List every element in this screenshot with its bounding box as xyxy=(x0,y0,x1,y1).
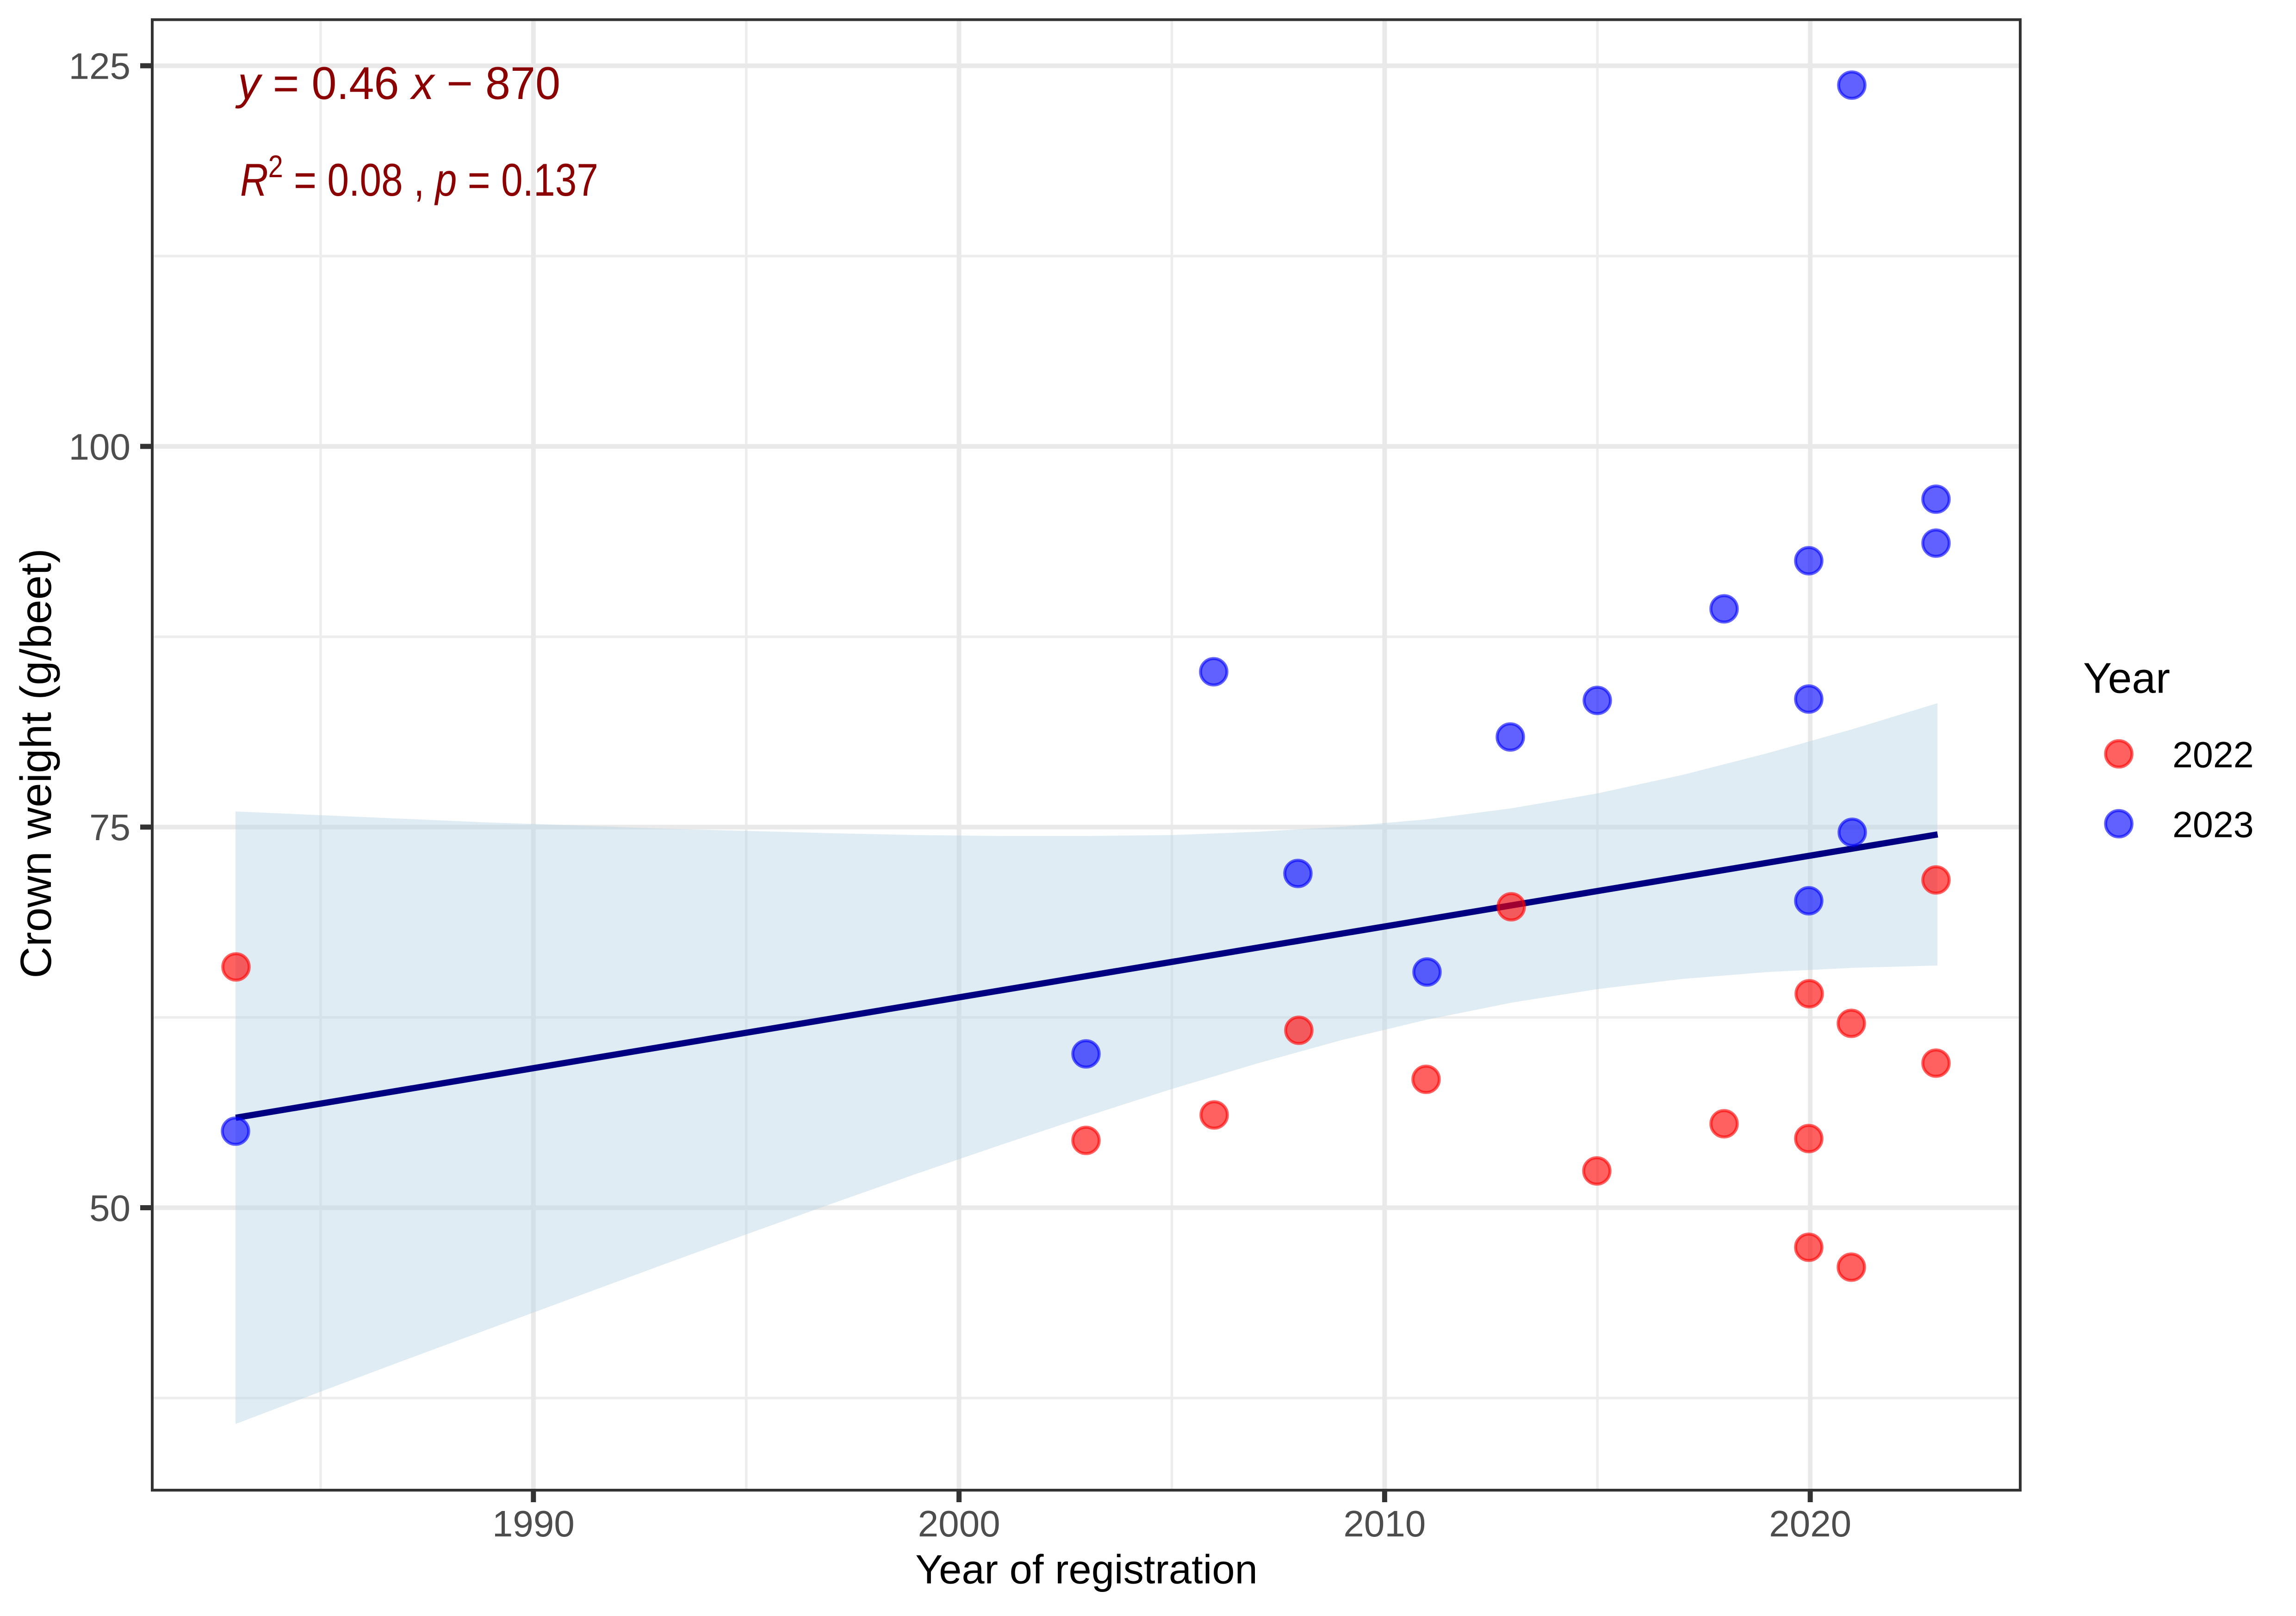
svg-text:100: 100 xyxy=(69,426,130,467)
svg-text:125: 125 xyxy=(69,46,130,87)
svg-text:1990: 1990 xyxy=(492,1503,575,1544)
svg-text:y = 0.46 x − 870: y = 0.46 x − 870 xyxy=(235,57,560,109)
svg-text:2010: 2010 xyxy=(1343,1503,1426,1544)
svg-text:2023: 2023 xyxy=(2172,804,2254,845)
svg-text:75: 75 xyxy=(89,807,130,848)
svg-text:2020: 2020 xyxy=(1769,1503,1851,1544)
svg-text:50: 50 xyxy=(89,1188,130,1229)
svg-text:Year of registration: Year of registration xyxy=(915,1547,1258,1592)
svg-text:R2 = 0.08 , p = 0.137: R2 = 0.08 , p = 0.137 xyxy=(240,149,598,205)
svg-text:2000: 2000 xyxy=(918,1503,1000,1544)
svg-text:2022: 2022 xyxy=(2172,734,2254,775)
svg-text:Crown weight (g/beet): Crown weight (g/beet) xyxy=(12,548,61,978)
svg-text:Year: Year xyxy=(2083,654,2170,702)
